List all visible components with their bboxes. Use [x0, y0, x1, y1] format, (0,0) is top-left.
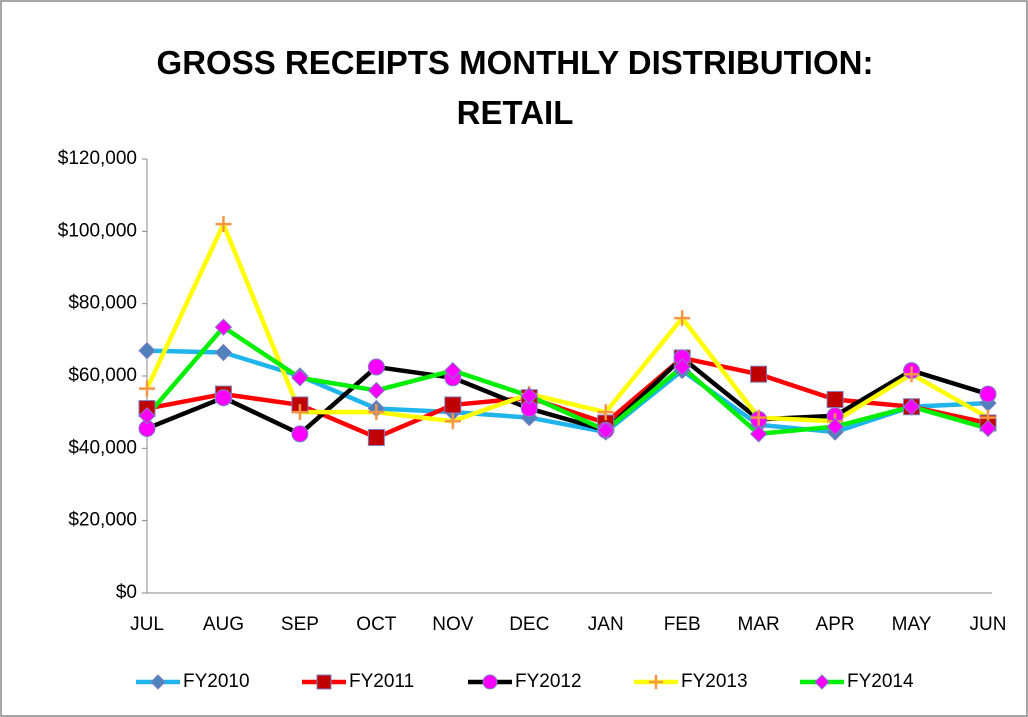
series-line: [146, 355, 989, 440]
x-tick-label: APR: [816, 614, 855, 635]
legend-label: FY2012: [515, 671, 582, 692]
marker: [367, 358, 385, 376]
y-tick-label: $20,000: [68, 510, 137, 531]
chart-title: GROSS RECEIPTS MONTHLY DISTRIBUTION: RET…: [156, 44, 874, 131]
marker: [291, 404, 308, 421]
marker: [214, 343, 233, 362]
x-tick-label: JUL: [130, 614, 164, 635]
legend-label: FY2010: [183, 671, 250, 692]
marker: [673, 358, 691, 376]
x-tick-label: JAN: [588, 614, 624, 635]
y-tick-label: $40,000: [68, 437, 137, 458]
marker: [903, 366, 920, 383]
marker: [214, 318, 233, 336]
x-tick-label: NOV: [432, 614, 474, 635]
legend-marker: [150, 674, 166, 690]
legend-marker: [649, 675, 663, 689]
x-tick-label: OCT: [356, 614, 397, 635]
marker: [597, 404, 614, 421]
marker: [444, 413, 461, 430]
x-tick-label: MAR: [738, 614, 780, 635]
legend-marker: [814, 674, 830, 690]
y-tick-label: $0: [116, 582, 137, 603]
marker: [520, 387, 538, 405]
x-tick-label: SEP: [281, 614, 319, 635]
marker: [826, 391, 844, 409]
series-line: [146, 348, 989, 435]
x-tick-label: MAY: [892, 614, 932, 635]
marker: [291, 369, 309, 387]
marker: [979, 419, 997, 438]
marker: [902, 398, 921, 416]
marker: [597, 421, 615, 439]
marker: [291, 425, 309, 443]
marker: [979, 385, 997, 403]
marker: [367, 428, 385, 446]
marker: [749, 425, 768, 443]
legend-label: FY2014: [847, 671, 914, 692]
marker: [138, 407, 156, 425]
marker: [674, 310, 691, 327]
y-tick-label: $60,000: [68, 365, 137, 386]
marker: [139, 380, 155, 397]
marker: [214, 389, 232, 407]
marker: [444, 396, 462, 414]
y-tick-label: $120,000: [58, 148, 137, 169]
series-line: [145, 324, 989, 437]
x-tick-label: FEB: [664, 614, 701, 635]
marker: [750, 365, 768, 383]
marker: [444, 361, 462, 380]
y-tick-label: $100,000: [58, 220, 137, 241]
legend-marker: [316, 674, 332, 690]
marker: [215, 216, 232, 233]
legend-marker: [482, 674, 498, 690]
marker: [826, 417, 844, 436]
marker: [368, 404, 385, 421]
y-tick-label: $80,000: [68, 293, 137, 314]
marker: [750, 409, 767, 426]
legend-label: FY2011: [349, 671, 414, 692]
legend-label: FY2013: [681, 671, 748, 692]
x-tick-label: JUN: [970, 614, 1007, 635]
x-tick-label: DEC: [509, 614, 549, 635]
marker: [138, 341, 156, 360]
series-line: [144, 221, 990, 424]
marker: [367, 381, 386, 400]
series-line: [146, 355, 989, 437]
x-tick-label: AUG: [203, 614, 244, 635]
